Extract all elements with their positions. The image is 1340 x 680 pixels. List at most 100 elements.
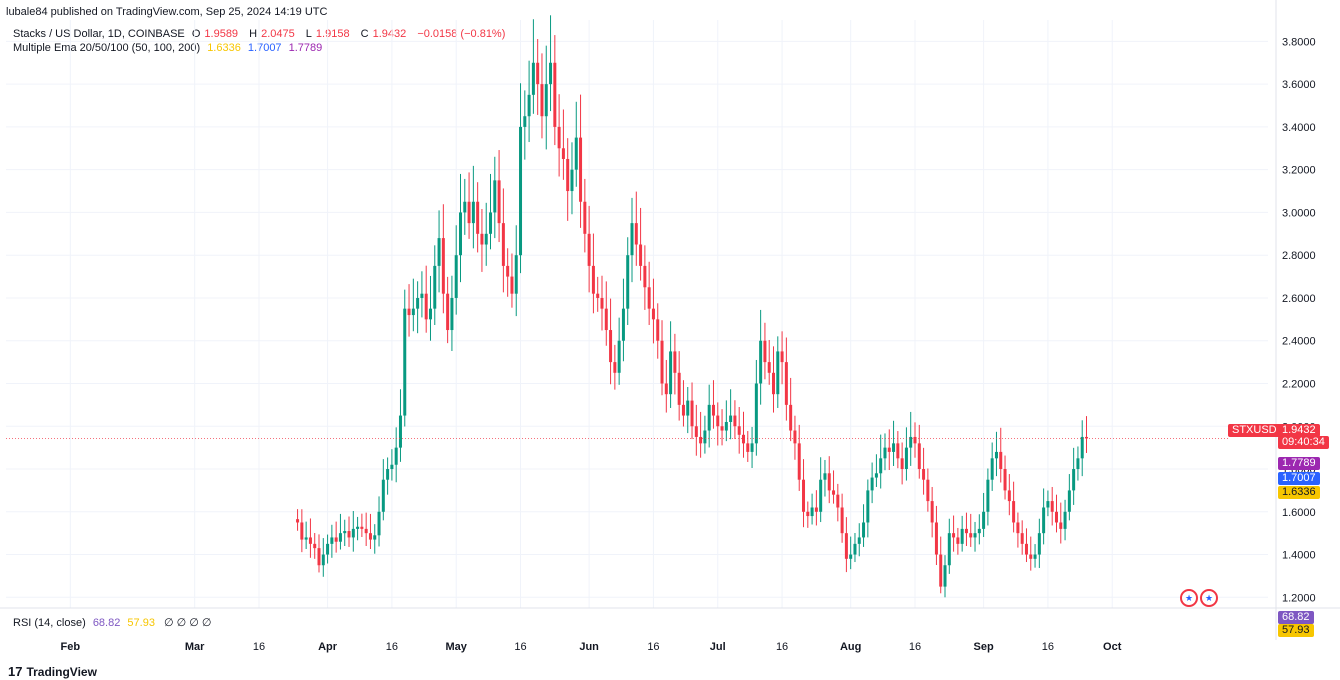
candle-body: [386, 469, 390, 480]
candle-body: [583, 201, 587, 234]
candle-body: [960, 528, 964, 544]
x-tick-label: 16: [386, 641, 398, 653]
y-tick-label: 1.2000: [1282, 592, 1316, 604]
candle-body: [883, 447, 887, 459]
candle-body: [1072, 469, 1076, 491]
y-tick-label: 2.6000: [1282, 293, 1316, 305]
candle-body: [853, 543, 857, 555]
candle-body: [484, 233, 488, 245]
candle-body: [587, 233, 591, 266]
candle-body: [724, 421, 728, 431]
candle-body: [1050, 501, 1054, 512]
candle-body: [480, 233, 484, 245]
candle-body: [720, 426, 724, 431]
candle-body: [398, 415, 402, 448]
candle-body: [789, 404, 793, 431]
candle-body: [832, 490, 836, 495]
candle-body: [699, 436, 703, 444]
candle-body: [746, 443, 750, 452]
candle-body: [360, 526, 364, 529]
candle-body: [840, 507, 844, 534]
candle-body: [317, 548, 321, 566]
candle-body: [621, 308, 625, 341]
ema3-tag: 1.7789: [1278, 457, 1320, 470]
ema-label: Multiple Ema 20/50/100 (50, 100, 200): [13, 42, 201, 54]
us-flag-event-icon-2[interactable]: ★: [1200, 589, 1218, 607]
candle-body: [467, 201, 471, 224]
candle-body: [536, 62, 540, 85]
candle-body: [922, 469, 926, 480]
x-tick-label: 16: [1042, 641, 1054, 653]
candle-body: [793, 430, 797, 444]
candle-body: [411, 308, 415, 316]
candle-body: [823, 473, 827, 480]
x-tick-label: 16: [909, 641, 921, 653]
close-label: C 1.9432: [361, 28, 411, 40]
candle-body: [338, 533, 342, 542]
candle-body: [810, 507, 814, 517]
candle-body: [917, 443, 921, 470]
ema-value-2: 1.7007: [247, 42, 282, 54]
candle-body: [501, 223, 505, 266]
y-tick-label: 3.6000: [1282, 79, 1316, 91]
candle-body: [394, 447, 398, 465]
tradingview-footer[interactable]: 17 TradingView: [8, 664, 97, 679]
x-tick-label: Aug: [840, 641, 861, 653]
candle-body: [973, 533, 977, 538]
candle-body: [356, 526, 360, 529]
candle-body: [591, 265, 595, 294]
candle-body: [390, 464, 394, 470]
candle-body: [531, 62, 535, 95]
low-key: L: [305, 28, 312, 40]
ema-legend: Multiple Ema 20/50/100 (50, 100, 200) 1.…: [13, 42, 326, 54]
candle-body: [651, 308, 655, 320]
candle-body: [424, 293, 428, 320]
candle-body: [647, 287, 651, 309]
symbol-legend: Stacks / US Dollar, 1D, COINBASE O 1.9589…: [13, 28, 509, 40]
candle-body: [428, 308, 432, 320]
y-tick-label: 1.6000: [1282, 507, 1316, 519]
candle-body: [986, 479, 990, 512]
candle-body: [977, 528, 981, 534]
candle-body: [454, 255, 458, 298]
candle-body: [956, 537, 960, 544]
candle-body: [982, 511, 986, 529]
candle-body: [330, 537, 334, 544]
candle-body: [609, 330, 613, 363]
candle-body: [527, 94, 531, 117]
candle-body: [566, 158, 570, 192]
candle-body: [892, 443, 896, 452]
candle-body: [686, 400, 690, 416]
candle-body: [780, 351, 784, 363]
candle-body: [909, 436, 913, 448]
candle-body: [1012, 501, 1016, 523]
candle-body: [506, 265, 510, 277]
candle-body: [643, 265, 647, 288]
candle-body: [707, 404, 711, 431]
candle-body: [407, 308, 411, 316]
us-flag-event-icon[interactable]: ★: [1180, 589, 1198, 607]
y-tick-label: 3.8000: [1282, 36, 1316, 48]
x-tick-label: 16: [776, 641, 788, 653]
candle-body: [433, 265, 437, 309]
candle-body: [476, 201, 480, 234]
candle-body: [819, 479, 823, 512]
candle-body: [364, 528, 368, 534]
x-tick-label: Sep: [974, 641, 994, 653]
candle-body: [549, 62, 553, 85]
x-tick-label: Jul: [710, 641, 726, 653]
candle-body: [870, 477, 874, 491]
candle-body: [1085, 436, 1089, 439]
y-tick-label: 1.4000: [1282, 550, 1316, 562]
last-price-tag: 1.9432: [1278, 424, 1320, 437]
candle-body: [596, 293, 600, 298]
candle-body: [561, 148, 565, 159]
candle-body: [857, 537, 861, 544]
candle-body: [913, 436, 917, 444]
candle-body: [304, 537, 308, 540]
x-tick-label: Feb: [61, 641, 81, 653]
candle-body: [351, 528, 355, 538]
candle-body: [300, 522, 304, 540]
candle-body: [639, 244, 643, 266]
